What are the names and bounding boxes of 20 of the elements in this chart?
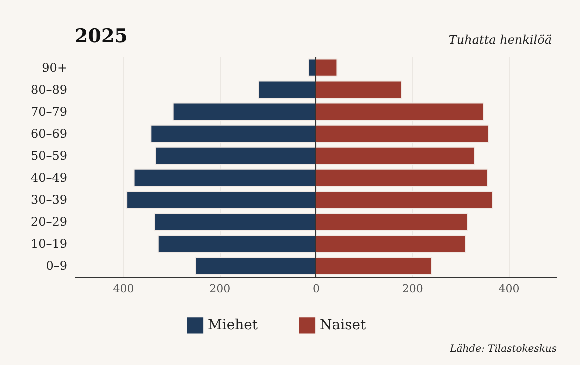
text: Lähde: Tilastokeskus xyxy=(450,344,557,355)
y-tick-label: 20–29 xyxy=(30,215,68,230)
legend-label: Naiset xyxy=(320,318,367,334)
y-tick-label: 70–79 xyxy=(30,104,68,119)
y-tick-label: 40–49 xyxy=(30,171,68,186)
y-tick-label: 0–9 xyxy=(46,259,68,274)
chart-title: 2025 xyxy=(75,26,128,48)
y-tick-label: 10–19 xyxy=(30,237,68,252)
y-tick-label: 60–69 xyxy=(30,126,68,141)
x-tick-label: 400 xyxy=(498,282,520,296)
y-tick-label: 30–39 xyxy=(30,193,68,208)
y-tick-label: 50–59 xyxy=(30,148,68,163)
text: Tuhatta henkilöä xyxy=(448,33,552,47)
x-tick-label: 200 xyxy=(402,282,424,296)
x-tick-label: 400 xyxy=(113,282,134,296)
legend-label: Miehet xyxy=(208,318,258,334)
y-tick-label: 80–89 xyxy=(30,82,68,97)
x-tick-label: 0 xyxy=(313,282,320,296)
y-tick-label: 90+ xyxy=(42,60,68,75)
x-tick-label: 200 xyxy=(210,282,231,296)
